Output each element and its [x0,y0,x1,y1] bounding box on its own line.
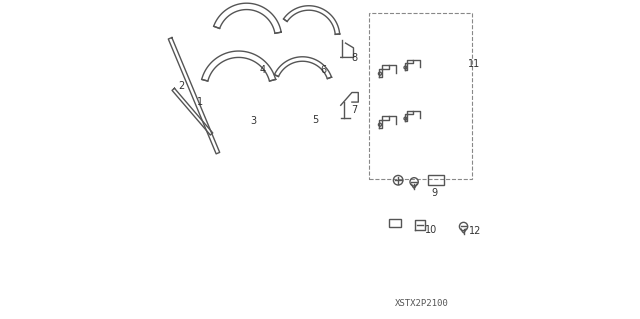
Bar [428,175,444,185]
Text: 8: 8 [351,53,357,63]
Text: 5: 5 [312,115,318,125]
Text: 4: 4 [259,65,266,75]
Text: 12: 12 [469,226,482,236]
Text: 1: 1 [197,97,204,107]
Text: 11: 11 [468,59,481,69]
Bar [369,13,472,179]
Text: 7: 7 [351,105,358,115]
Text: 2: 2 [178,81,184,91]
Text: 6: 6 [320,65,326,75]
Text: 9: 9 [431,188,438,198]
Text: 3: 3 [250,116,256,126]
Text: 10: 10 [425,225,438,235]
Text: XSTX2P2100: XSTX2P2100 [396,299,449,308]
Bar [388,219,401,227]
